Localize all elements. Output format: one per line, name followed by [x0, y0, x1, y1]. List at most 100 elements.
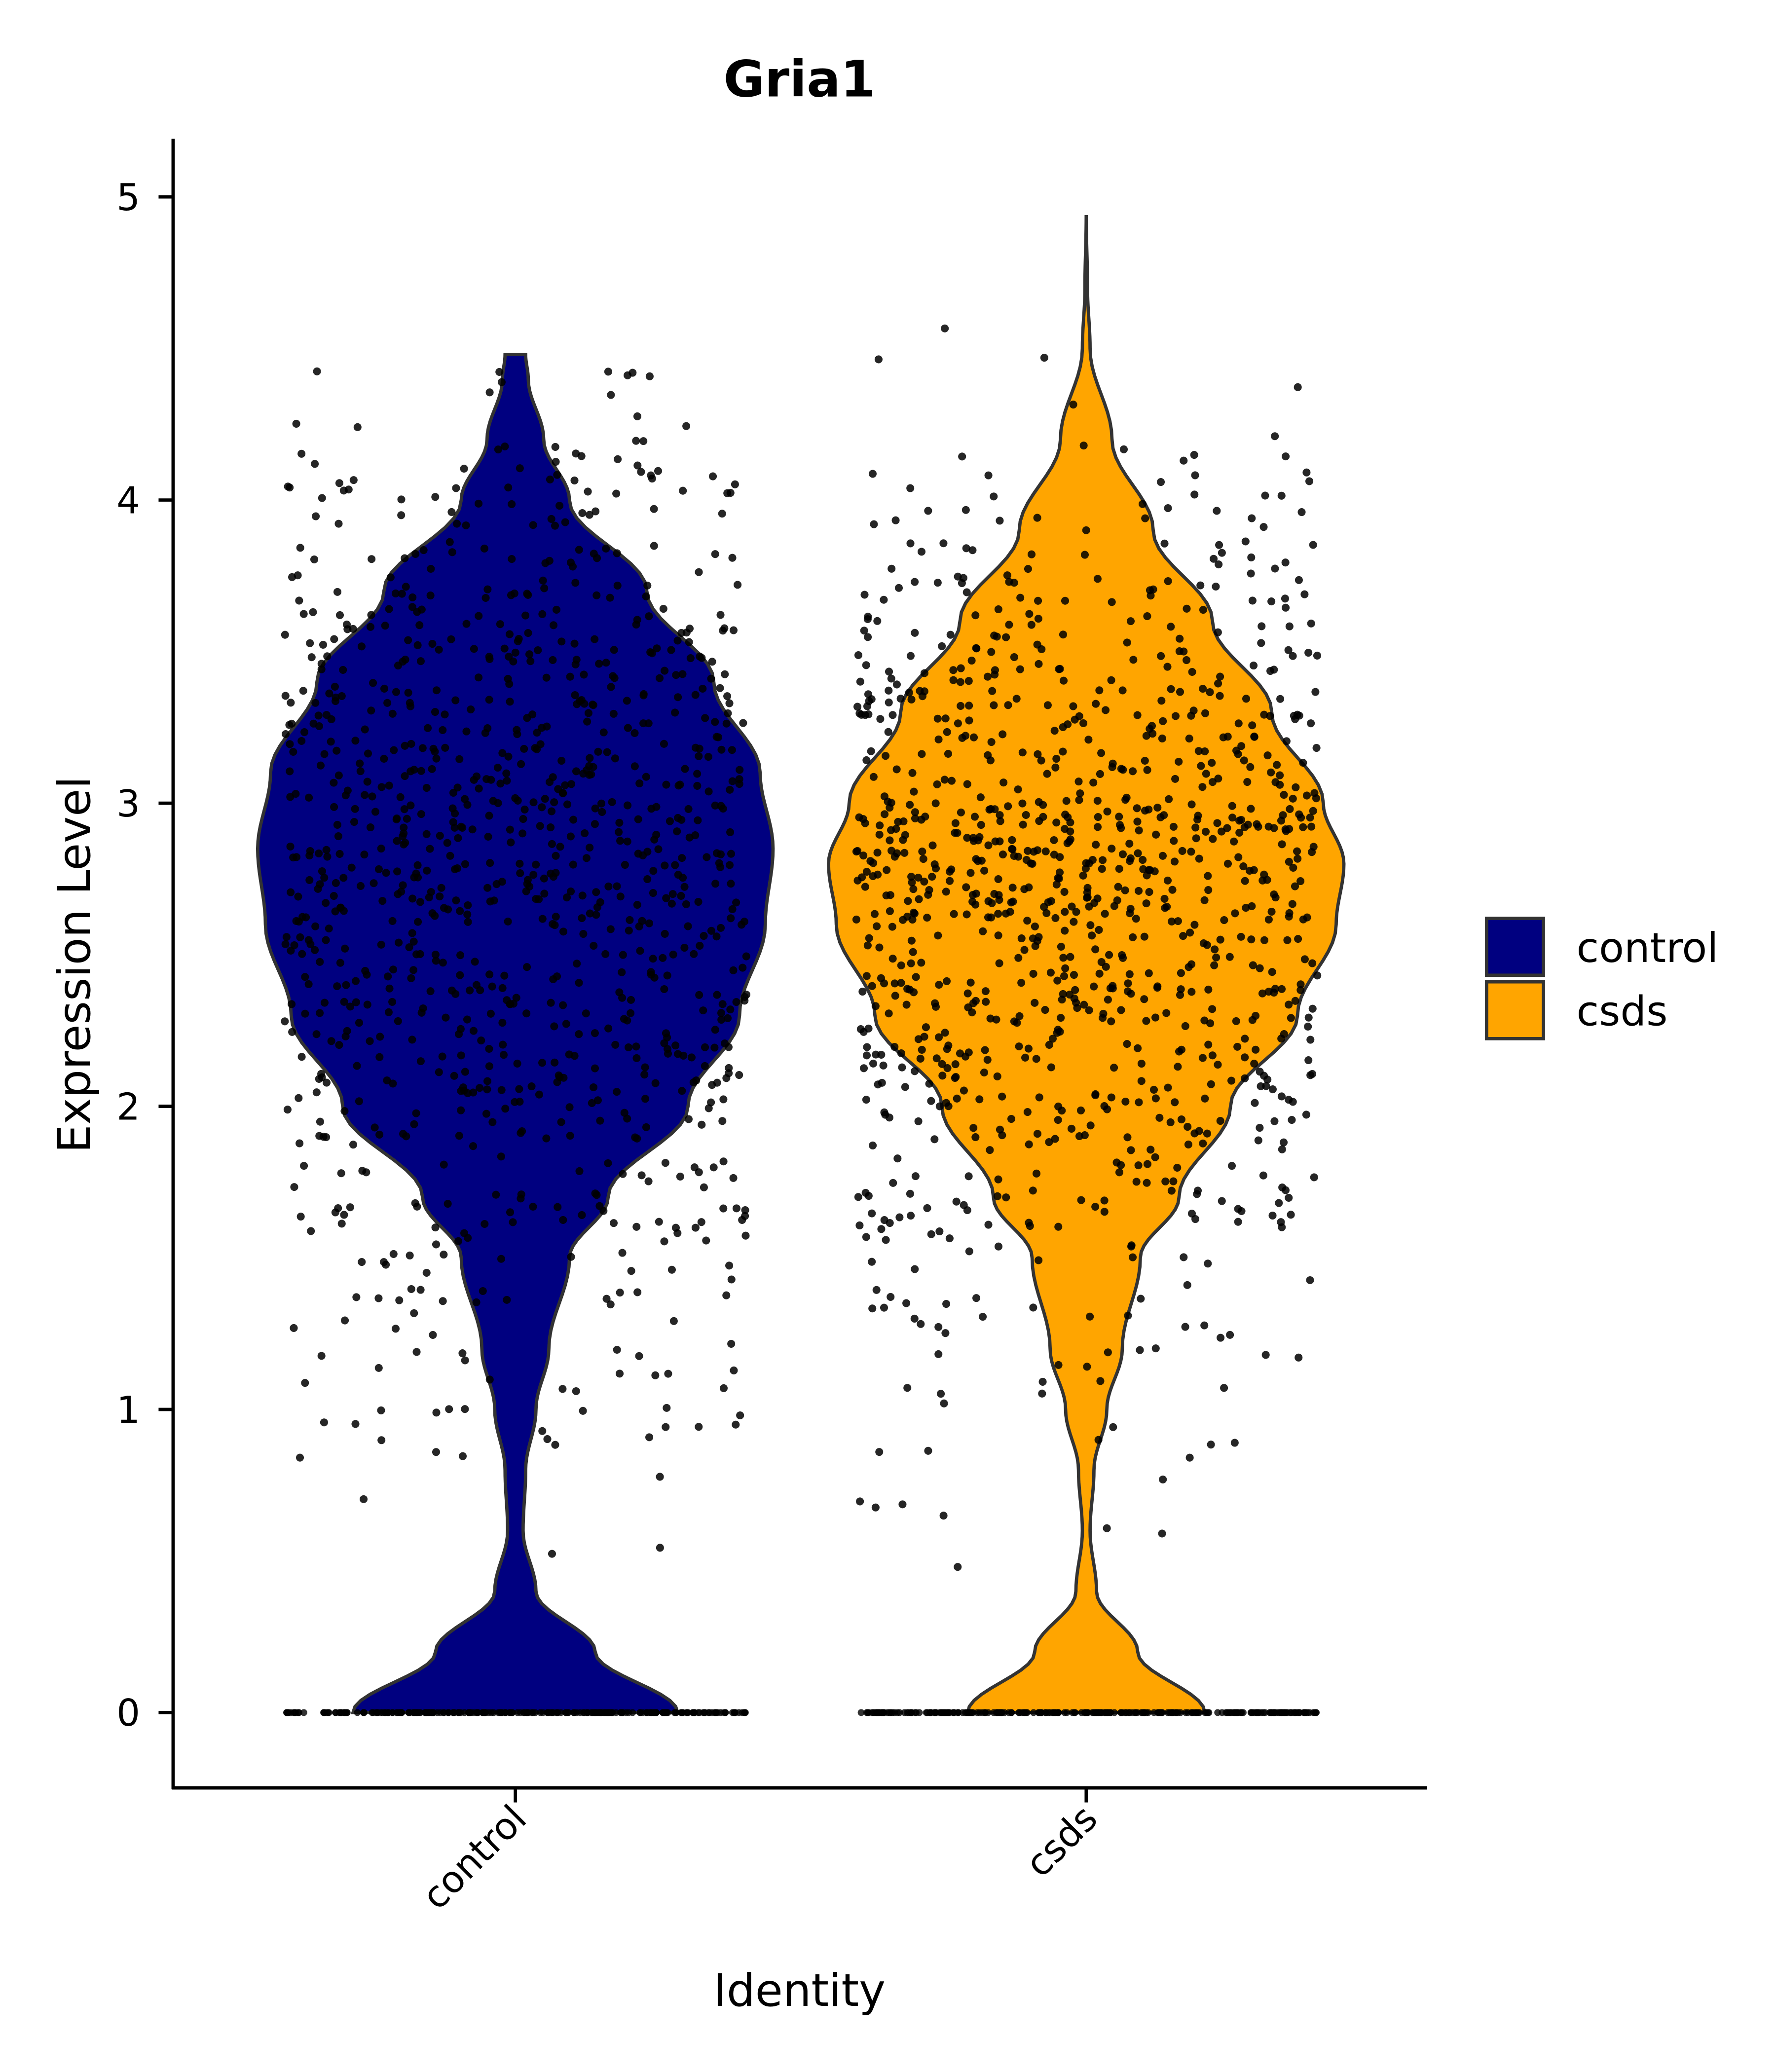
jitter-point: [299, 687, 307, 695]
jitter-point: [320, 1709, 327, 1716]
jitter-point: [401, 839, 409, 847]
jitter-point: [935, 981, 943, 989]
jitter-point: [869, 1059, 878, 1068]
jitter-point: [341, 1032, 350, 1040]
jitter-point: [653, 644, 661, 653]
jitter-point: [1041, 847, 1050, 855]
jitter-point: [1195, 854, 1203, 863]
jitter-point: [422, 1268, 431, 1277]
jitter-point: [330, 803, 338, 811]
jitter-point: [333, 588, 342, 596]
jitter-point: [881, 752, 890, 760]
jitter-point: [334, 771, 343, 779]
jitter-point: [526, 657, 535, 666]
jitter-point: [402, 1132, 410, 1141]
jitter-point: [407, 767, 415, 776]
jitter-point: [646, 648, 655, 657]
jitter-point: [602, 659, 610, 667]
jitter-point: [721, 670, 729, 678]
jitter-point: [371, 808, 380, 816]
jitter-point: [559, 1216, 567, 1224]
jitter-point: [481, 1220, 489, 1228]
jitter-point: [1213, 507, 1221, 515]
jitter-point: [1275, 1199, 1283, 1207]
jitter-point: [288, 573, 296, 581]
jitter-point: [1089, 778, 1098, 787]
jitter-point: [513, 726, 521, 734]
jitter-point: [1030, 1709, 1037, 1716]
jitter-point: [728, 746, 736, 754]
jitter-point: [1015, 1042, 1023, 1051]
jitter-point: [1202, 770, 1210, 778]
jitter-point: [327, 1037, 335, 1045]
jitter-point: [359, 1495, 368, 1503]
jitter-point: [1056, 868, 1064, 877]
jitter-point: [1145, 866, 1153, 874]
jitter-point: [1161, 1177, 1170, 1185]
jitter-point: [888, 955, 897, 963]
jitter-point: [483, 1077, 492, 1085]
jitter-point: [957, 702, 965, 710]
jitter-point: [993, 1072, 1001, 1080]
jitter-point: [466, 986, 474, 995]
jitter-point: [1034, 615, 1042, 623]
jitter-point: [643, 581, 652, 590]
jitter-point: [1019, 820, 1027, 829]
jitter-point: [1060, 888, 1069, 896]
jitter-point: [656, 1544, 664, 1552]
jitter-point: [318, 494, 326, 502]
jitter-point: [867, 747, 875, 755]
jitter-point: [300, 728, 309, 737]
jitter-point: [286, 842, 295, 851]
jitter-point: [856, 1025, 865, 1034]
jitter-point: [557, 1118, 565, 1126]
jitter-point: [952, 1073, 960, 1081]
jitter-point: [1171, 712, 1180, 720]
jitter-point: [906, 801, 914, 809]
jitter-point: [1185, 1453, 1194, 1462]
jitter-point: [431, 493, 440, 501]
jitter-point: [894, 1709, 901, 1716]
jitter-point: [410, 1120, 418, 1128]
jitter-point: [620, 1109, 629, 1117]
jitter-point: [854, 651, 862, 660]
jitter-point: [994, 1242, 1003, 1251]
jitter-point: [524, 629, 532, 637]
jitter-point: [1143, 766, 1151, 774]
legend-key-csds: [1485, 980, 1545, 1040]
jitter-point: [529, 521, 537, 529]
jitter-point: [297, 449, 306, 458]
jitter-point: [1080, 551, 1089, 559]
jitter-point: [1014, 954, 1023, 962]
jitter-point: [1263, 876, 1271, 884]
jitter-point: [686, 654, 695, 663]
jitter-point: [1096, 1377, 1105, 1385]
jitter-point: [415, 621, 424, 629]
jitter-point: [732, 898, 740, 907]
jitter-point: [594, 747, 602, 756]
jitter-point: [1079, 442, 1088, 450]
jitter-point: [1050, 727, 1059, 735]
jitter-point: [1110, 902, 1118, 910]
jitter-point: [639, 437, 648, 445]
jitter-point: [341, 1316, 349, 1325]
jitter-point: [1183, 656, 1191, 665]
jitter-point: [1045, 1709, 1052, 1716]
jitter-point: [1059, 747, 1067, 756]
jitter-point: [615, 828, 623, 836]
jitter-point: [1164, 1083, 1172, 1092]
jitter-point: [619, 1170, 627, 1178]
jitter-point: [660, 1237, 668, 1246]
jitter-point: [1032, 1055, 1040, 1063]
jitter-point: [464, 918, 472, 926]
jitter-point: [516, 869, 524, 878]
jitter-point: [1027, 550, 1036, 558]
jitter-point: [1226, 1331, 1234, 1339]
jitter-point: [613, 1088, 621, 1096]
jitter-point: [523, 714, 531, 722]
jitter-point: [1163, 663, 1172, 671]
jitter-point: [1219, 733, 1227, 741]
jitter-point: [431, 950, 440, 959]
jitter-point: [352, 998, 360, 1006]
jitter-point: [1263, 751, 1272, 760]
